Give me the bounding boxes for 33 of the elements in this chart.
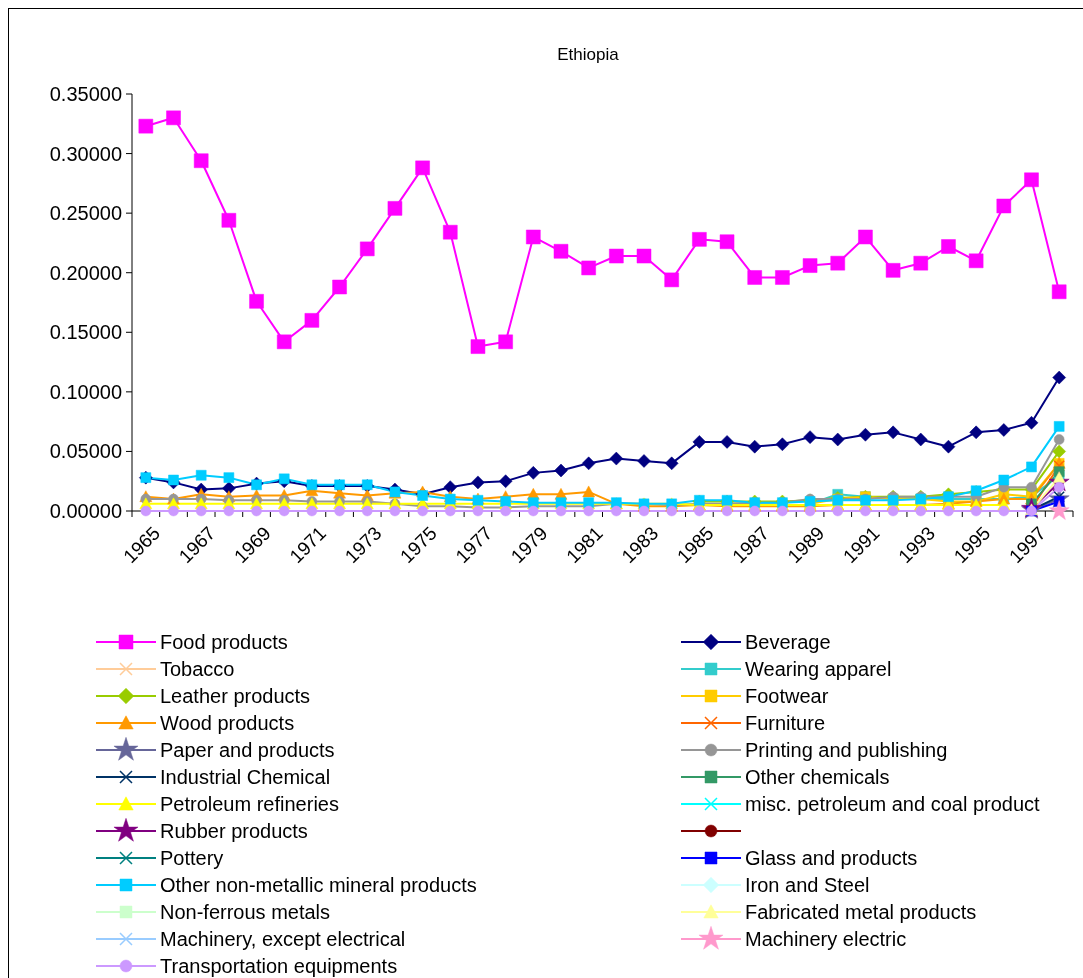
legend-label: Other non-metallic mineral products [160, 874, 477, 896]
legend-label: Beverage [745, 631, 831, 653]
legend-label: Wood products [160, 712, 295, 734]
legend-label: Machinery, except electrical [160, 928, 406, 950]
y-tick-label: 0.05000 [49, 440, 122, 463]
legend-label: Paper and products [160, 739, 335, 761]
legend-label: Transportation equipments [160, 955, 398, 977]
legend-label: Furniture [745, 712, 826, 734]
chart-title: Ethiopia [557, 45, 620, 64]
legend-label: Machinery electric [745, 928, 907, 950]
y-tick-label: 0.35000 [49, 83, 122, 105]
legend-label: Pottery [160, 847, 224, 869]
legend-label: Rubber products [160, 820, 308, 842]
y-tick-label: 0.00000 [49, 500, 122, 522]
legend-label: Food products [160, 631, 288, 653]
y-tick-label: 0.15000 [49, 321, 122, 344]
y-tick-label: 0.20000 [49, 261, 122, 284]
y-tick-label: 0.30000 [49, 142, 122, 165]
legend-label: Glass and products [745, 847, 918, 869]
legend-label: Industrial Chemical [160, 766, 331, 788]
legend-label: Leather products [160, 685, 311, 707]
legend-label: Footwear [745, 685, 829, 707]
legend-label: Non-ferrous metals [160, 901, 331, 923]
legend-label: Iron and Steel [745, 874, 870, 896]
legend-label: Petroleum refineries [160, 793, 339, 815]
legend-label: misc. petroleum and coal product [745, 793, 1041, 815]
legend-label: Tobacco [160, 658, 235, 680]
legend-label: Printing and publishing [745, 739, 948, 761]
y-tick-label: 0.25000 [49, 202, 122, 225]
legend-label: Wearing apparel [745, 658, 892, 680]
legend-label: Other chemicals [745, 766, 890, 788]
y-tick-label: 0.10000 [49, 380, 122, 403]
legend-label: Fabricated metal products [745, 901, 977, 923]
